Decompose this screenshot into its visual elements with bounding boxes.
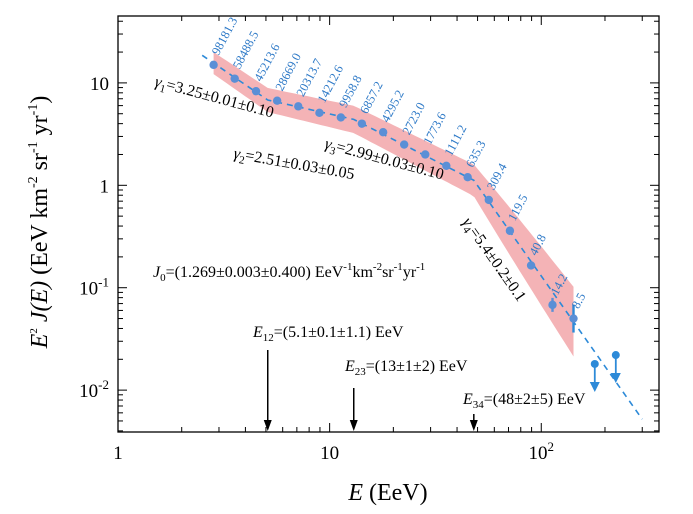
y-axis-label: E2 J(E) (EeV km-2 sr-1 yr-1) [26, 96, 53, 350]
y-tick-label: 10-2 [79, 377, 109, 402]
data-point [421, 150, 430, 159]
broken-power-law-fit [201, 54, 643, 420]
upper-limit-arrowhead [589, 381, 600, 392]
data-point [357, 119, 367, 128]
x-tick-label: 1 [113, 443, 123, 464]
axis-tick-layer: 1 10 102 10-2 10-1 1 10 [79, 16, 659, 464]
data-point [484, 195, 493, 205]
y-tick-label: 10-1 [79, 275, 109, 300]
data-point [399, 140, 409, 149]
e12-annotation: E12=(5.1±0.1±1.1) EeV [252, 324, 404, 344]
event-count-label: 2723.0 [399, 100, 427, 137]
event-count-label: 309.4 [484, 160, 510, 192]
data-point [548, 300, 557, 310]
e34-annotation: E34=(48±2±5) EeV [462, 391, 586, 411]
data-point-layer [209, 60, 621, 392]
event-count-label: 8.5 [569, 291, 589, 311]
event-count-label: 1773.6 [420, 110, 448, 147]
event-count-label: 119.5 [505, 192, 530, 223]
data-point [336, 113, 346, 122]
fit-band-layer [213, 52, 574, 357]
data-point [569, 314, 578, 323]
event-count-label: 58488.5 [230, 29, 261, 71]
data-point [230, 74, 239, 83]
e34-arrow-head [469, 420, 478, 431]
event-count-label: 1111.2 [442, 123, 470, 159]
event-count-label: 4295.2 [378, 88, 406, 125]
plot-frame [117, 15, 660, 433]
event-count-label: 635.3 [463, 138, 489, 169]
data-point [378, 128, 388, 137]
y-tick-label: 1 [100, 176, 110, 197]
event-count-label: 98181.3 [209, 15, 240, 57]
data-point [209, 60, 218, 70]
fit-uncertainty-band [213, 52, 574, 357]
data-point [294, 102, 303, 111]
data-point [315, 108, 324, 118]
e12-arrow-head [263, 420, 272, 431]
data-point [505, 226, 515, 235]
x-tick-label: 10 [320, 443, 339, 464]
j0-annotation: J0=(1.269±0.003±0.400) EeV-1km-2sr-1yr-1 [153, 261, 425, 284]
data-point [251, 86, 261, 96]
x-axis-label: E (EeV) [347, 480, 427, 506]
break-arrow-layer [263, 350, 478, 431]
x-tick-label: 102 [529, 439, 555, 464]
data-point [463, 172, 472, 182]
upper-limit-arrowhead [610, 373, 621, 384]
fit-line-layer [201, 54, 643, 420]
data-point [526, 261, 536, 270]
e23-annotation: E23=(13±1±2) EeV [344, 358, 468, 378]
y-tick-label: 10 [90, 74, 109, 95]
data-point [442, 161, 451, 171]
e23-arrow-head [349, 420, 358, 431]
data-point [272, 96, 282, 105]
